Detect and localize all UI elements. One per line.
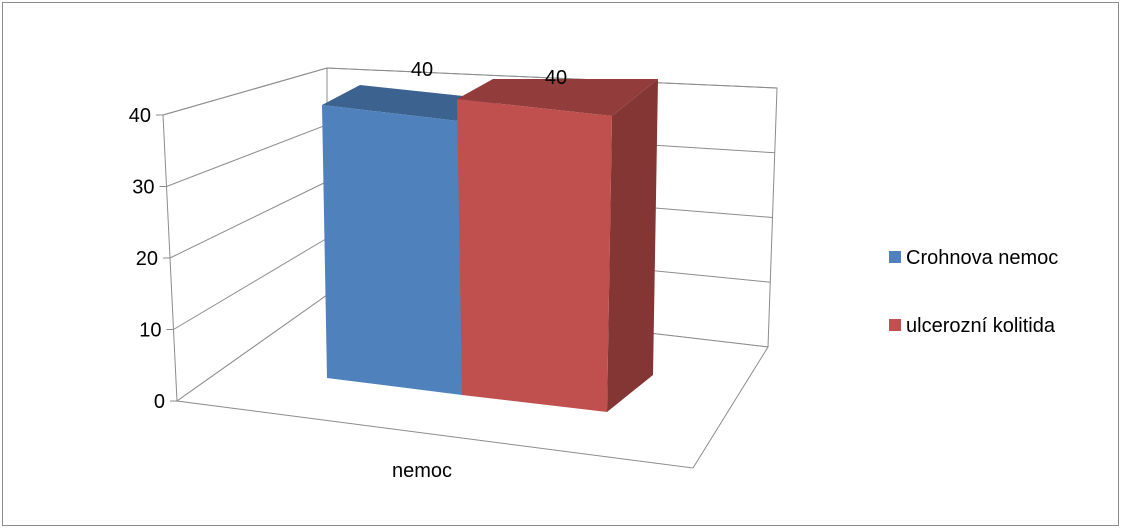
legend-swatch (889, 251, 901, 263)
y-tick-label: 20 (136, 248, 158, 270)
legend-label: Crohnova nemoc (906, 247, 1058, 269)
y-tick-label: 0 (154, 391, 165, 413)
bar-top-2 (457, 79, 658, 116)
legend-label: ulcerozní kolitida (906, 315, 1056, 337)
y-tick-label: 40 (129, 105, 151, 127)
y-axis: 0 10 20 30 40 (129, 105, 177, 413)
x-category-label: nemoc (392, 460, 452, 482)
bar-1 (322, 105, 467, 395)
data-labels: 40 40 (411, 59, 567, 89)
legend: Crohnova nemoc ulcerozní kolitida (889, 247, 1058, 337)
data-label: 40 (545, 67, 567, 89)
legend-swatch (889, 319, 901, 331)
y-tick-label: 30 (132, 177, 154, 199)
gridline-side (173, 237, 328, 330)
gridline-side (169, 181, 328, 259)
data-label: 40 (411, 59, 433, 81)
bar-2 (457, 99, 612, 412)
y-tick-label: 10 (139, 320, 161, 342)
bar-side-2 (607, 79, 658, 412)
gridline-side (162, 67, 328, 116)
bar-top-1 (322, 85, 501, 122)
bars (322, 79, 658, 412)
gridline-back (326, 67, 778, 89)
gridline-side (166, 124, 328, 187)
